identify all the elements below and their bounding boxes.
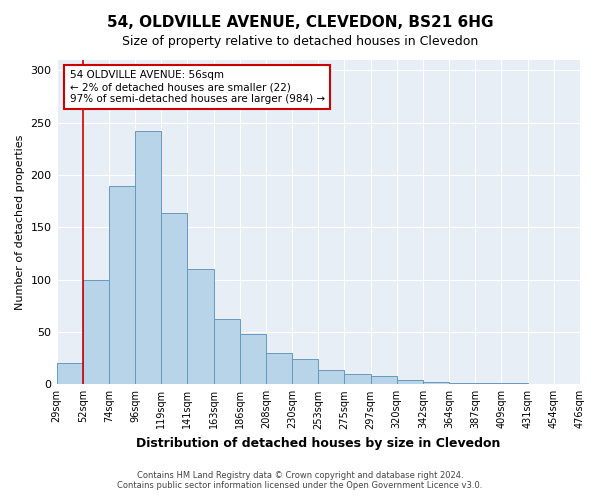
Bar xyxy=(318,370,344,384)
Bar xyxy=(397,380,423,384)
Bar xyxy=(292,359,318,384)
Bar xyxy=(187,269,214,384)
Bar xyxy=(135,131,161,384)
Bar xyxy=(266,353,292,384)
Text: 54, OLDVILLE AVENUE, CLEVEDON, BS21 6HG: 54, OLDVILLE AVENUE, CLEVEDON, BS21 6HG xyxy=(107,15,493,30)
Text: Contains HM Land Registry data © Crown copyright and database right 2024.
Contai: Contains HM Land Registry data © Crown c… xyxy=(118,470,482,490)
Y-axis label: Number of detached properties: Number of detached properties xyxy=(15,134,25,310)
Bar xyxy=(344,374,371,384)
Bar xyxy=(109,186,135,384)
Text: 54 OLDVILLE AVENUE: 56sqm
← 2% of detached houses are smaller (22)
97% of semi-d: 54 OLDVILLE AVENUE: 56sqm ← 2% of detach… xyxy=(70,70,325,104)
Bar xyxy=(423,382,449,384)
X-axis label: Distribution of detached houses by size in Clevedon: Distribution of detached houses by size … xyxy=(136,437,500,450)
Bar xyxy=(83,280,109,384)
Bar xyxy=(214,320,240,384)
Bar xyxy=(371,376,397,384)
Bar xyxy=(161,212,187,384)
Text: Size of property relative to detached houses in Clevedon: Size of property relative to detached ho… xyxy=(122,35,478,48)
Bar xyxy=(56,364,83,384)
Bar xyxy=(240,334,266,384)
